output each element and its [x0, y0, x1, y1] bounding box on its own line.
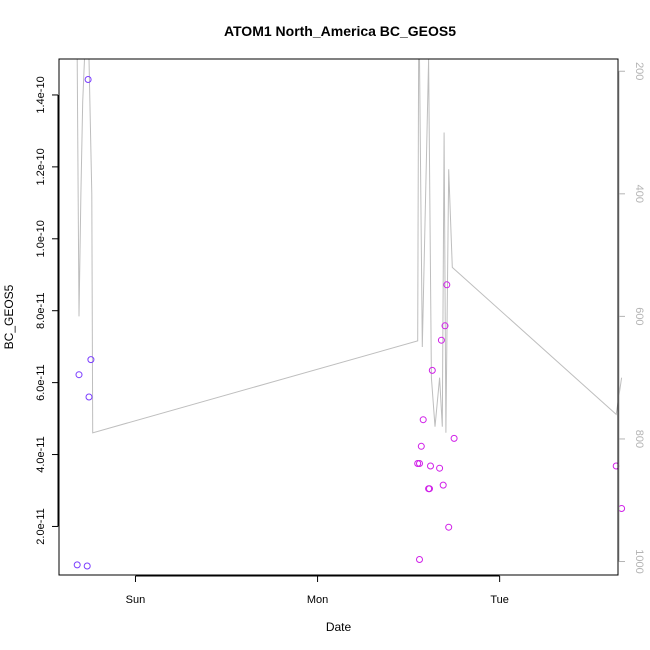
y-left-tick-label-0: 2.0e-11	[35, 508, 47, 545]
series-points-layer	[73, 76, 626, 570]
data-point-8	[416, 556, 423, 563]
data-point-0	[73, 561, 81, 569]
y-axis-right: 200 400 600 800 1000	[618, 62, 645, 574]
data-point-20	[445, 523, 453, 531]
plot-frame	[58, 58, 619, 576]
data-point-13	[427, 462, 434, 470]
x-axis-label: Date	[326, 620, 352, 634]
series-line-layer	[76, 58, 623, 434]
data-point-1	[75, 371, 83, 379]
y-left-tick-label-3: 8.0e-11	[35, 292, 47, 329]
data-point-14	[428, 366, 436, 374]
data-point-15	[436, 464, 444, 472]
x-axis: Sun Mon Tue	[126, 575, 509, 606]
data-point-7	[416, 460, 423, 467]
y-right-tick-label-1: 400	[633, 185, 645, 203]
data-point-18	[441, 322, 449, 330]
data-point-16	[437, 336, 445, 344]
data-point-3	[84, 76, 92, 83]
data-point-5	[87, 356, 95, 364]
y-right-tick-label-2: 600	[633, 307, 645, 325]
y-right-tick-label-3: 800	[633, 430, 645, 448]
y-axis-label: BC_GEOS5	[2, 284, 16, 349]
y-right-tick-label-4: 1000	[633, 549, 645, 573]
data-point-19	[443, 281, 451, 289]
data-point-10	[419, 416, 427, 424]
x-tick-label-1: Mon	[307, 594, 328, 606]
y-left-tick-label-1: 4.0e-11	[35, 436, 47, 473]
y-left-tick-label-4: 1.0e-10	[35, 220, 47, 257]
y-left-tick-label-5: 1.2e-10	[35, 148, 47, 185]
data-point-17	[439, 481, 447, 489]
series-line	[76, 58, 623, 434]
x-tick-label-2: Tue	[490, 594, 509, 606]
y-axis-left: 2.0e-11 4.0e-11 6.0e-11 8.0e-11 1.0e-10 1.2e-…	[35, 76, 59, 545]
data-point-21	[450, 434, 458, 442]
x-tick-label-0: Sun	[126, 594, 146, 606]
data-point-4	[85, 393, 93, 401]
y-left-tick-label-6: 1.4e-10	[35, 76, 47, 113]
y-left-tick-label-2: 6.0e-11	[35, 364, 47, 401]
data-point-12	[426, 485, 433, 493]
data-point-9	[417, 442, 425, 450]
chart-title: ATOM1 North_America BC_GEOS5	[224, 23, 456, 39]
y-right-tick-label-0: 200	[633, 62, 645, 80]
data-point-2	[83, 562, 91, 570]
